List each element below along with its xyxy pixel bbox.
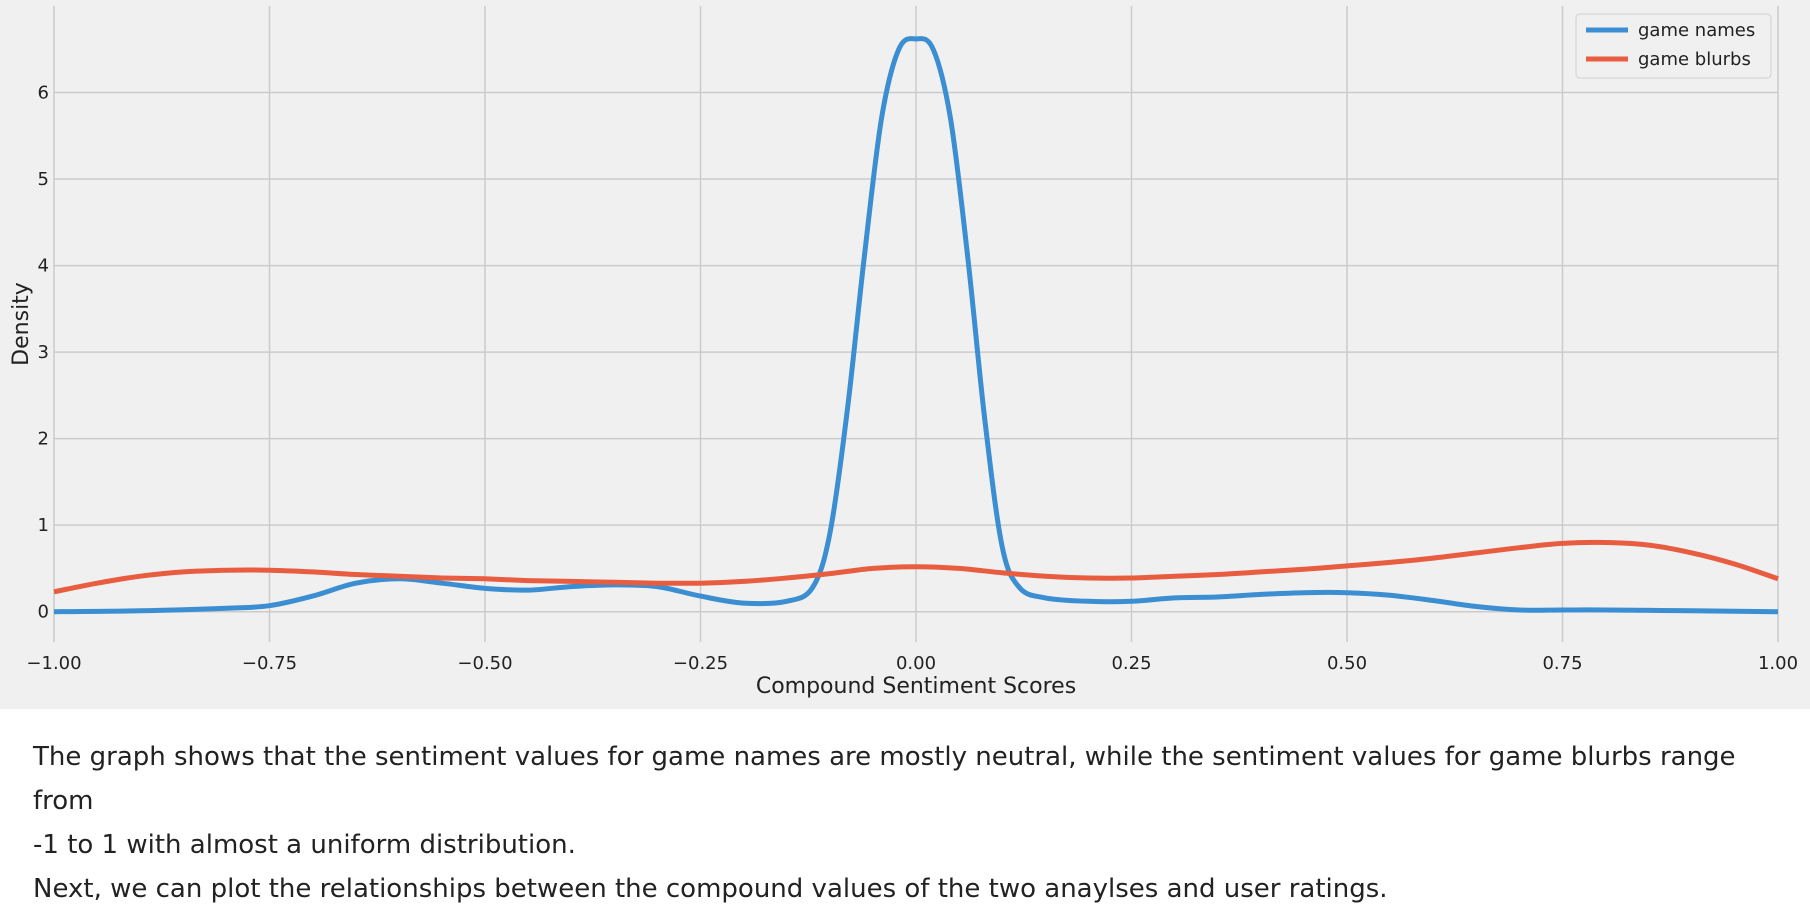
x-tick-label: 0.75 <box>1542 653 1582 674</box>
y-tick-label: 5 <box>38 169 49 190</box>
y-axis-label: Density <box>9 282 34 366</box>
series-line-game-names <box>53 36 1779 615</box>
x-tick-label: 0.50 <box>1327 653 1367 674</box>
x-axis-label: Compound Sentiment Scores <box>756 674 1076 699</box>
y-tick-label: 6 <box>38 83 49 104</box>
caption-line-1: The graph shows that the sentiment value… <box>33 742 1736 816</box>
legend-label-game-names: game names <box>1638 20 1755 41</box>
legend-label-game-blurbs: game blurbs <box>1638 49 1751 70</box>
caption-line-3: Next, we can plot the relationships betw… <box>33 874 1388 904</box>
series-line-game-blurbs <box>53 539 1779 595</box>
density-chart: −1.00 −0.75 −0.50 −0.25 0.00 0.25 0.50 0.75 1.00… <box>9 6 1798 699</box>
y-tick-label: 2 <box>38 429 49 450</box>
x-tick-label: −0.25 <box>673 653 728 674</box>
x-tick-label: −1.00 <box>26 653 81 674</box>
x-tick-label: 0.25 <box>1111 653 1151 674</box>
x-tick-label: 1.00 <box>1758 653 1798 674</box>
y-tick-label: 0 <box>38 602 49 623</box>
x-tick-label: −0.75 <box>242 653 297 674</box>
caption-line-2: -1 to 1 with almost a uniform distributi… <box>33 830 576 860</box>
chart-figure: −1.00 −0.75 −0.50 −0.25 0.00 0.25 0.50 0.75 1.00… <box>0 0 1810 709</box>
x-tick-label: 0.00 <box>896 653 936 674</box>
y-tick-label: 1 <box>38 515 49 536</box>
y-tick-label: 4 <box>38 256 49 277</box>
x-tick-label: −0.50 <box>457 653 512 674</box>
caption-text: The graph shows that the sentiment value… <box>33 735 1793 911</box>
y-tick-label: 3 <box>38 342 49 363</box>
